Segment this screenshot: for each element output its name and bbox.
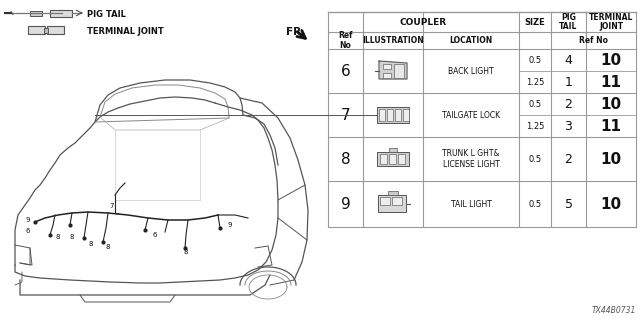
Text: 11: 11	[600, 75, 621, 90]
Text: 7: 7	[340, 108, 350, 123]
Text: TERMINAL
JOINT: TERMINAL JOINT	[589, 13, 633, 31]
Bar	[47, 26, 64, 34]
Text: 9: 9	[340, 196, 350, 212]
Bar	[50, 10, 72, 17]
Text: TAILGATE LOCK: TAILGATE LOCK	[442, 110, 500, 119]
Bar	[403, 109, 409, 121]
Text: FR.: FR.	[286, 27, 305, 37]
Text: 6: 6	[26, 228, 30, 234]
Text: 9: 9	[26, 217, 30, 223]
Text: 1.25: 1.25	[526, 122, 544, 131]
Text: TRUNK L GHT&
LICENSE LIGHT: TRUNK L GHT& LICENSE LIGHT	[442, 149, 500, 169]
Text: 1: 1	[564, 76, 572, 89]
Bar	[394, 64, 404, 78]
Text: Ref
No: Ref No	[339, 31, 353, 50]
Polygon shape	[379, 61, 407, 79]
Bar	[379, 109, 385, 121]
Text: TX44B0731: TX44B0731	[591, 306, 636, 315]
Bar	[392, 197, 402, 205]
Text: 0.5: 0.5	[529, 155, 541, 164]
Bar	[387, 109, 393, 121]
Text: LOCATION: LOCATION	[449, 36, 493, 45]
Text: Ref No: Ref No	[579, 36, 608, 45]
Text: 10: 10	[600, 97, 621, 111]
Text: PIG TAIL: PIG TAIL	[87, 10, 126, 19]
Text: 8: 8	[184, 249, 188, 255]
Bar	[380, 197, 390, 205]
Bar	[398, 154, 405, 164]
Text: 8: 8	[56, 234, 60, 240]
Bar	[389, 148, 397, 152]
Text: 0.5: 0.5	[529, 100, 541, 108]
Text: 7: 7	[109, 203, 115, 209]
Text: 0.5: 0.5	[529, 199, 541, 209]
Bar	[388, 191, 398, 195]
Bar	[30, 11, 42, 15]
Bar	[44, 28, 48, 33]
Bar	[378, 195, 406, 212]
Bar	[28, 26, 45, 34]
Text: 10: 10	[600, 151, 621, 166]
Text: 8: 8	[340, 151, 350, 166]
Text: 6: 6	[153, 232, 157, 238]
Text: 4: 4	[564, 53, 572, 67]
Text: 11: 11	[600, 118, 621, 133]
Text: TERMINAL JOINT: TERMINAL JOINT	[87, 27, 164, 36]
Text: 8: 8	[89, 241, 93, 247]
Text: 6: 6	[340, 63, 350, 78]
Text: 9: 9	[228, 222, 232, 228]
Bar	[389, 154, 396, 164]
Text: 0.5: 0.5	[529, 55, 541, 65]
Bar	[383, 73, 391, 78]
Text: 2: 2	[564, 98, 572, 110]
Text: ILLUSTRATION: ILLUSTRATION	[362, 36, 424, 45]
Text: TAIL LIGHT: TAIL LIGHT	[451, 199, 492, 209]
Text: 5: 5	[564, 197, 573, 211]
Text: 10: 10	[600, 52, 621, 68]
Text: COUPLER: COUPLER	[400, 18, 447, 27]
Text: 10: 10	[600, 196, 621, 212]
Text: PIG
TAIL: PIG TAIL	[559, 13, 578, 31]
Bar	[377, 107, 409, 123]
Text: BACK LIGHT: BACK LIGHT	[448, 67, 494, 76]
Text: 8: 8	[70, 234, 74, 240]
Text: 2: 2	[564, 153, 572, 165]
Bar	[380, 154, 387, 164]
Text: 3: 3	[564, 119, 572, 132]
Text: 1.25: 1.25	[526, 77, 544, 86]
Bar	[395, 109, 401, 121]
Bar	[377, 152, 409, 166]
Bar	[383, 64, 391, 69]
Text: 8: 8	[106, 244, 110, 250]
Text: SIZE: SIZE	[525, 18, 545, 27]
